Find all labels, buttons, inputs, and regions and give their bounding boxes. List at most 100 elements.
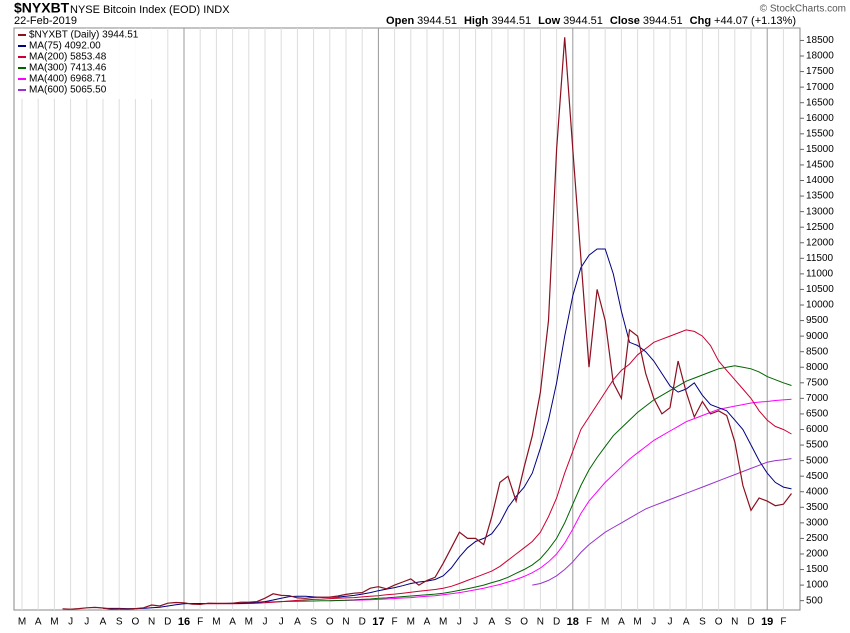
series-line <box>200 329 792 605</box>
y-tick-label: 18000 <box>806 51 834 62</box>
x-tick-label: F <box>197 617 203 628</box>
y-tick-label: 17000 <box>806 82 834 93</box>
x-tick-label: 16 <box>178 616 190 628</box>
x-tick-label: J <box>68 617 73 628</box>
series-line <box>62 37 792 610</box>
x-tick-label: A <box>229 617 236 628</box>
y-tick-label: 1000 <box>806 580 829 591</box>
x-tick-label: O <box>132 617 140 628</box>
quote-label: Close <box>610 15 640 27</box>
x-tick-label: J <box>473 617 478 628</box>
x-tick-label: A <box>618 617 625 628</box>
y-tick-label: 2500 <box>806 533 829 544</box>
y-tick-label: 5500 <box>806 440 829 451</box>
x-tick-label: J <box>263 617 268 628</box>
x-tick-label: M <box>18 617 26 628</box>
y-tick-label: 16500 <box>806 97 834 108</box>
x-tick-label: S <box>505 617 512 628</box>
quote-value: +44.07 (+1.13%) <box>714 15 796 27</box>
y-tick-label: 18500 <box>806 35 834 46</box>
series-line <box>532 458 792 586</box>
x-tick-label: N <box>731 617 738 628</box>
y-tick-label: 6500 <box>806 409 829 420</box>
x-tick-label: S <box>699 617 706 628</box>
y-tick-label: 2000 <box>806 549 829 560</box>
legend-label: MA(300) 7413.46 <box>29 63 107 74</box>
plot-frame <box>13 27 801 611</box>
x-tick-label: A <box>35 617 42 628</box>
x-tick-label: J <box>651 617 656 628</box>
x-tick-label: 19 <box>761 616 773 628</box>
y-tick-label: 12000 <box>806 237 834 248</box>
y-tick-label: 11000 <box>806 269 834 280</box>
y-tick-label: 13000 <box>806 206 834 217</box>
y-tick-label: 8500 <box>806 346 829 357</box>
x-tick-label: D <box>164 617 171 628</box>
y-tick-label: 15500 <box>806 128 834 139</box>
x-tick-label: D <box>747 617 754 628</box>
y-tick-label: 14000 <box>806 175 834 186</box>
x-tick-label: A <box>683 617 690 628</box>
x-tick-label: O <box>520 617 528 628</box>
y-tick-label: 500 <box>806 595 823 606</box>
y-tick-label: 11500 <box>806 253 834 264</box>
x-tick-label: F <box>586 617 592 628</box>
x-tick-label: M <box>50 617 58 628</box>
x-tick-label: M <box>633 617 641 628</box>
y-tick-label: 4500 <box>806 471 829 482</box>
quote-label: Chg <box>690 15 711 27</box>
y-tick-label: 7500 <box>806 377 829 388</box>
quote-label: Low <box>538 15 560 27</box>
y-tick-label: 9500 <box>806 315 829 326</box>
y-tick-label: 3500 <box>806 502 829 513</box>
x-tick-label: J <box>668 617 673 628</box>
x-tick-label: N <box>148 617 155 628</box>
x-tick-label: F <box>392 617 398 628</box>
y-tick-label: 5000 <box>806 455 829 466</box>
quote-value: 3944.51 <box>417 15 457 27</box>
legend-label: MA(75) 4092.00 <box>29 41 101 52</box>
credit: © StockCharts.com <box>760 4 846 15</box>
quote-value: 3944.51 <box>491 15 531 27</box>
y-tick-label: 6000 <box>806 424 829 435</box>
quote-label: High <box>464 15 489 27</box>
x-tick-label: M <box>439 617 447 628</box>
y-tick-label: 3000 <box>806 517 829 528</box>
series-line <box>264 365 792 603</box>
x-tick-label: J <box>84 617 89 628</box>
x-tick-label: S <box>116 617 123 628</box>
description: NYSE Bitcoin Index (EOD) INDX <box>70 4 230 16</box>
x-tick-label: N <box>537 617 544 628</box>
x-tick-label: A <box>488 617 495 628</box>
y-tick-label: 8000 <box>806 362 829 373</box>
y-tick-label: 1500 <box>806 564 829 575</box>
y-tick-label: 10500 <box>806 284 834 295</box>
legend-label: MA(400) 6968.71 <box>29 74 107 85</box>
legend-label: MA(200) 5853.48 <box>29 52 107 63</box>
x-tick-label: J <box>457 617 462 628</box>
x-tick-label: A <box>294 617 301 628</box>
x-tick-label: F <box>780 617 786 628</box>
x-tick-label: M <box>601 617 609 628</box>
y-tick-label: 12500 <box>806 222 834 233</box>
y-tick-label: 17500 <box>806 66 834 77</box>
x-tick-label: J <box>279 617 284 628</box>
x-tick-label: A <box>424 617 431 628</box>
y-tick-label: 7000 <box>806 393 829 404</box>
x-tick-label: 17 <box>372 616 384 628</box>
y-tick-label: 16000 <box>806 113 834 124</box>
y-tick-label: 10000 <box>806 300 834 311</box>
y-tick-label: 15000 <box>806 144 834 155</box>
quote-value: 3944.51 <box>563 15 603 27</box>
y-tick-label: 9000 <box>806 331 829 342</box>
x-tick-label: 18 <box>567 616 579 628</box>
quote-label: Open <box>386 15 414 27</box>
y-tick-label: 14500 <box>806 160 834 171</box>
y-tick-label: 13500 <box>806 191 834 202</box>
legend-label: $NYXBT (Daily) 3944.51 <box>29 30 139 41</box>
x-tick-label: O <box>326 617 334 628</box>
x-tick-label: S <box>310 617 317 628</box>
x-tick-label: D <box>553 617 560 628</box>
date: 22-Feb-2019 <box>14 15 77 27</box>
